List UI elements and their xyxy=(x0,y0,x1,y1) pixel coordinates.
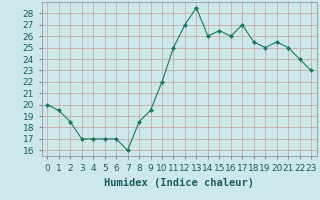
X-axis label: Humidex (Indice chaleur): Humidex (Indice chaleur) xyxy=(104,178,254,188)
